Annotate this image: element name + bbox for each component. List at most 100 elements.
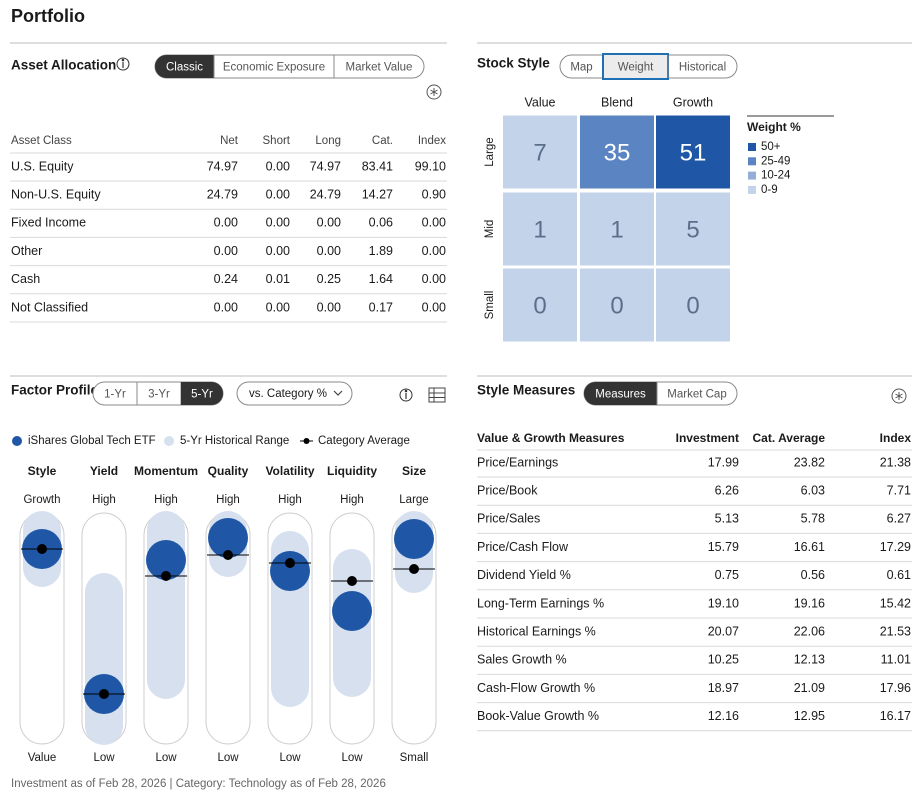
tab-label[interactable]: 3-Yr [148, 389, 170, 401]
table-cell: 0.00 [422, 272, 446, 286]
table-cell: 0.25 [317, 272, 341, 286]
cell-value: 35 [604, 139, 631, 166]
settings-icon[interactable] [891, 388, 907, 404]
category-marker [145, 571, 187, 581]
legend-swatch [748, 157, 756, 166]
style-box-cell [580, 192, 654, 266]
style-box-cell [580, 115, 654, 189]
column-header: Investment [676, 431, 739, 445]
cell-value: 1 [610, 216, 623, 243]
table-cell: 0.00 [214, 244, 238, 258]
table-cell: 0.24 [214, 272, 238, 286]
table-cell: 7.71 [887, 483, 911, 497]
category-dot [285, 558, 295, 568]
table-cell: 0.61 [887, 568, 911, 582]
section-heading: Style Measures [477, 383, 575, 398]
table-cell: 19.16 [794, 596, 825, 610]
footnote: Investment as of Feb 28, 2026 | Category… [11, 778, 386, 790]
category-marker [21, 544, 63, 554]
factor-name: Volatility [265, 464, 314, 478]
tab-label[interactable]: 5-Yr [191, 389, 213, 401]
style-box-cell [580, 268, 654, 342]
tab-label[interactable]: Map [570, 62, 592, 74]
tab-label[interactable]: Market Cap [667, 389, 726, 401]
table-cell: 0.00 [317, 216, 341, 230]
row-label: Long-Term Earnings % [477, 596, 604, 610]
factor-name: Liquidity [327, 464, 377, 478]
tab-label[interactable]: Measures [595, 389, 646, 401]
settings-icon[interactable] [426, 84, 442, 100]
tab-label[interactable]: Historical [679, 62, 726, 74]
table-cell: 1.64 [369, 272, 393, 286]
legend-label: 0-9 [761, 184, 778, 196]
factor-bottom-label: Value [28, 752, 57, 764]
factor-bottom-label: Low [217, 752, 239, 764]
legend-swatch [748, 171, 756, 180]
tab-active [155, 55, 214, 78]
factor-bottom-label: Small [400, 752, 429, 764]
dropdown[interactable] [236, 381, 353, 406]
row-label: Dividend Yield % [477, 568, 571, 582]
category-dot [347, 576, 357, 586]
factor-top-label: Growth [23, 494, 60, 506]
legend-dot [12, 436, 22, 446]
category-dot [223, 550, 233, 560]
category-marker [207, 550, 249, 560]
fund-marker [394, 519, 434, 559]
category-marker [331, 576, 373, 586]
style-box-cell [656, 115, 730, 189]
table-cell: 15.42 [880, 596, 911, 610]
tab-label[interactable]: Classic [166, 62, 203, 74]
factor-bottom-label: Low [341, 752, 363, 764]
table-cell: 16.61 [794, 540, 825, 554]
factor-top-label: High [340, 494, 364, 506]
factor-top-label: High [278, 494, 302, 506]
factor-top-label: Large [399, 494, 428, 506]
table-cell: 0.75 [715, 568, 739, 582]
legend-label: 50+ [761, 141, 781, 153]
dropdown-label[interactable]: vs. Category % [249, 388, 327, 400]
tab-label[interactable]: Economic Exposure [223, 62, 325, 74]
row-label: Price/Sales [477, 512, 540, 526]
tab-active [584, 382, 657, 405]
tab-active [603, 55, 668, 78]
tab-label[interactable]: Weight [618, 62, 654, 74]
info-icon[interactable] [116, 57, 130, 71]
table-cell: 0.00 [214, 300, 238, 314]
category-dot [99, 689, 109, 699]
column-header: Index [880, 431, 912, 445]
factor-name: Momentum [134, 464, 198, 478]
legend-title: Weight % [747, 120, 801, 134]
table-cell: 17.29 [880, 540, 911, 554]
legend-swatch [748, 185, 756, 194]
cell-value: 0 [686, 292, 699, 319]
tab-label[interactable]: Market Value [346, 62, 413, 74]
info-icon[interactable] [399, 388, 413, 402]
table-cell: 5.78 [801, 512, 825, 526]
page-title: Portfolio [11, 6, 85, 26]
table-cell: 0.00 [422, 300, 446, 314]
column-label: Blend [601, 95, 633, 109]
category-marker [269, 558, 311, 568]
fund-marker [146, 540, 186, 580]
factor-top-label: High [92, 494, 116, 506]
table-cell: 74.97 [207, 159, 238, 173]
cell-value: 0 [533, 292, 546, 319]
column-header: Value & Growth Measures [477, 431, 625, 445]
legend-swatch [748, 143, 756, 151]
column-header: Short [263, 135, 291, 147]
table-cell: 0.00 [214, 216, 238, 230]
table-cell: 0.00 [317, 244, 341, 258]
factor-bottom-label: Low [93, 752, 115, 764]
column-header: Asset Class [11, 135, 72, 147]
tab-label[interactable]: 1-Yr [104, 389, 126, 401]
table-cell: 22.06 [794, 624, 825, 638]
table-cell: 6.26 [715, 483, 739, 497]
table-cell: 21.53 [880, 624, 911, 638]
fund-marker [208, 518, 248, 558]
category-marker [393, 564, 435, 574]
table-cell: 10.25 [708, 653, 739, 667]
table-cell: 17.99 [708, 455, 739, 469]
table-cell: 19.10 [708, 596, 739, 610]
table-icon[interactable] [428, 387, 446, 403]
